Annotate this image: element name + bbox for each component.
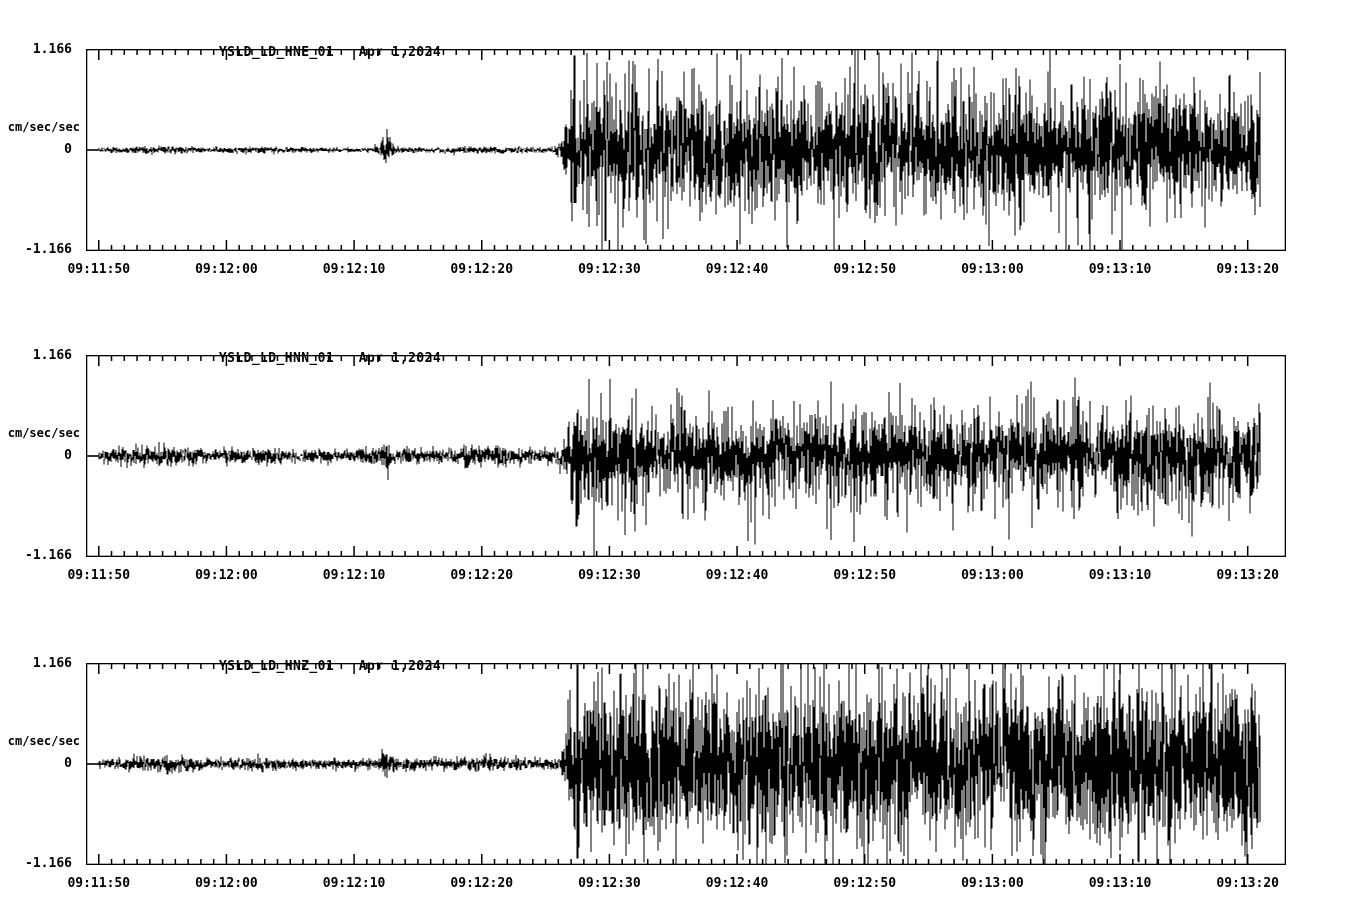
x-tick-label: 09:12:40 [705, 568, 769, 583]
y-tick-mid-hnn: 0 [64, 448, 72, 463]
x-tick-label: 09:13:00 [961, 568, 1024, 583]
x-tick-label: 09:11:50 [67, 876, 131, 891]
x-tick-label: 09:12:30 [578, 262, 641, 277]
y-tick-top-hne: 1.166 [32, 42, 72, 57]
seismogram-panel-hnn: YSLD_LD_HNN_01 Apr 1,2024 1.166 cm/sec/s… [0, 306, 1358, 616]
x-tick-label: 09:12:20 [450, 568, 514, 583]
y-tick-bottom-hne: -1.166 [25, 242, 72, 257]
x-tick-label: 09:12:30 [578, 876, 641, 891]
x-tick-label: 09:12:50 [833, 568, 897, 583]
x-tick-label: 09:13:10 [1088, 876, 1152, 891]
x-tick-label: 09:12:00 [195, 262, 258, 277]
x-tick-label: 09:11:50 [67, 262, 131, 277]
x-tick-label: 09:12:50 [833, 876, 897, 891]
y-axis-units-hnz: cm/sec/sec [7, 734, 80, 748]
x-tick-label: 09:12:30 [578, 568, 641, 583]
x-tick-label: 09:12:10 [322, 262, 386, 277]
x-tick-label: 09:13:10 [1088, 262, 1152, 277]
y-tick-mid-hnz: 0 [64, 756, 72, 771]
x-tick-label: 09:13:00 [961, 876, 1024, 891]
x-tick-label: 09:11:50 [67, 568, 131, 583]
y-axis-units-hnn: cm/sec/sec [7, 426, 80, 440]
x-tick-label: 09:13:00 [961, 262, 1024, 277]
x-tick-label: 09:12:00 [195, 876, 258, 891]
y-tick-bottom-hnz: -1.166 [25, 856, 72, 871]
seismogram-panel-hnz: YSLD_LD_HNZ_01 Apr 1,2024 1.166 cm/sec/s… [0, 614, 1358, 924]
x-tick-label: 09:13:20 [1216, 876, 1279, 891]
plot-area-hnz [86, 663, 1286, 865]
y-axis-units-hne: cm/sec/sec [7, 120, 80, 134]
x-tick-label: 09:12:10 [322, 568, 386, 583]
x-tick-label: 09:12:40 [705, 876, 769, 891]
y-tick-top-hnn: 1.166 [32, 348, 72, 363]
x-tick-label: 09:12:50 [833, 262, 897, 277]
plot-area-hnn [86, 355, 1286, 557]
x-tick-label: 09:12:40 [705, 262, 769, 277]
x-tick-label: 09:13:20 [1216, 262, 1279, 277]
x-tick-label: 09:12:20 [450, 262, 514, 277]
y-tick-bottom-hnn: -1.166 [25, 548, 72, 563]
x-tick-label: 09:12:20 [450, 876, 514, 891]
x-tick-label: 09:13:20 [1216, 568, 1279, 583]
y-tick-mid-hne: 0 [64, 142, 72, 157]
y-tick-top-hnz: 1.166 [32, 656, 72, 671]
plot-area-hne [86, 49, 1286, 251]
seismogram-panel-hne: YSLD_LD_HNE_01 Apr 1,2024 1.166 cm/sec/s… [0, 0, 1358, 310]
x-tick-label: 09:13:10 [1088, 568, 1152, 583]
x-tick-label: 09:12:00 [195, 568, 258, 583]
x-tick-label: 09:12:10 [322, 876, 386, 891]
